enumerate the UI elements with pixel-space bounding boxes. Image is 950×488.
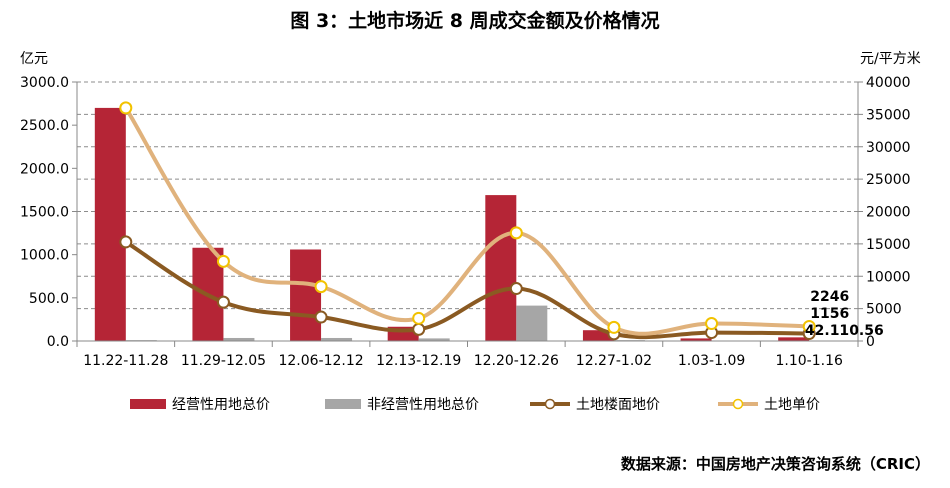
data-label: 1156	[810, 306, 849, 322]
legend-floor-price: 土地楼面地价	[530, 394, 660, 414]
y-right-tick-label: 35000	[866, 107, 911, 123]
y-right-unit: 元/平方米	[860, 51, 921, 67]
bars	[94, 107, 841, 342]
data-label: 2246	[810, 289, 849, 305]
y-right-tick-label: 20000	[866, 205, 911, 221]
point-unit-price	[705, 317, 719, 331]
source-note: 数据来源：中国房地产决策咨询系统（CRIC）	[620, 455, 930, 473]
y-left-tick-label: 2000.0	[20, 161, 69, 177]
bar-non-operating	[223, 337, 255, 341]
point-unit-price	[119, 101, 133, 115]
bar-operating	[290, 249, 322, 341]
point-unit-price	[412, 311, 426, 325]
x-axis: 11.22-11.28 11.29-12.05 12.06-12.12 12.13-1…	[76, 340, 859, 369]
point-floor-price	[216, 295, 230, 309]
bar-non-operating	[516, 305, 548, 341]
y-left-tick-label: 3000.0	[20, 75, 69, 91]
legend-swatch-floor-price	[530, 398, 570, 410]
y-right-tick-label: 10000	[866, 269, 911, 285]
bar-operating	[94, 107, 126, 342]
x-tick-label: 12.27-1.02	[576, 353, 652, 369]
bar-operating	[778, 337, 810, 341]
legend-operating: 经营性用地总价	[130, 394, 270, 414]
y-right-tick-label: 15000	[866, 237, 911, 253]
x-tick-label: 12.06-12.12	[278, 353, 363, 369]
x-tick-label: 11.29-12.05	[181, 353, 266, 369]
y-left-tick-label: 0.0	[47, 334, 69, 350]
data-label: 0.56	[849, 323, 884, 339]
y-right-tick-label: 5000	[866, 302, 902, 318]
chart-canvas: 0.0 500.0 1000.0 1500.0 2000.0 2500.0 3000.0 0…	[20, 75, 911, 369]
legend-label-unit-price: 土地单价	[764, 397, 820, 413]
y-left-tick-label: 2500.0	[20, 118, 69, 134]
lines	[119, 101, 816, 341]
x-tick-label: 1.10-1.16	[775, 353, 842, 369]
line-floor-price	[123, 239, 812, 340]
legend-swatch-non-operating	[325, 399, 361, 409]
x-tick-label: 11.22-11.28	[83, 353, 168, 369]
y-right-tick-label: 40000	[866, 75, 911, 91]
point-floor-price	[314, 310, 328, 324]
legend-label-floor-price: 土地楼面地价	[576, 397, 660, 413]
legend-swatch-unit-price	[718, 398, 758, 410]
point-floor-price	[509, 282, 523, 296]
y-left-tick-label: 500.0	[29, 291, 69, 307]
point-floor-price	[412, 322, 426, 336]
x-tick-label: 12.20-12.26	[474, 353, 559, 369]
point-unit-price	[314, 280, 328, 294]
point-unit-price	[607, 320, 621, 334]
bar-operating	[485, 195, 517, 341]
y-left-tick-label: 1000.0	[20, 248, 69, 264]
y-right-tick-label: 30000	[866, 140, 911, 156]
y-right-axis: 0 5000 10000 15000 20000 25000 30000 35000 40000	[857, 75, 911, 350]
y-left-tick-label: 1500.0	[20, 205, 69, 221]
chart-title: 图 3：土地市场近 8 周成交金额及价格情况	[290, 10, 660, 32]
legend-non-operating: 非经营性用地总价	[325, 394, 479, 414]
point-unit-price	[802, 319, 816, 333]
legend-label-operating: 经营性用地总价	[172, 397, 270, 413]
bar-operating	[680, 338, 712, 341]
point-unit-price	[509, 226, 523, 240]
legend-unit-price: 土地单价	[718, 394, 820, 414]
x-tick-label: 1.03-1.09	[678, 353, 745, 369]
bar-non-operating	[418, 338, 450, 341]
y-left-axis: 0.0 500.0 1000.0 1500.0 2000.0 2500.0 3000.0	[20, 75, 78, 350]
legend-swatch-operating	[130, 399, 166, 409]
x-tick-label: 12.13-12.19	[376, 353, 461, 369]
y-left-unit: 亿元	[20, 51, 48, 67]
y-right-tick-label: 25000	[866, 172, 911, 188]
bar-non-operating	[321, 337, 353, 341]
point-floor-price	[119, 235, 133, 249]
bar-operating	[582, 330, 614, 341]
point-unit-price	[216, 254, 230, 268]
data-label: 42.11	[805, 323, 849, 339]
y-right-tick-label: 0	[866, 334, 875, 350]
legend-label-non-operating: 非经营性用地总价	[367, 397, 479, 413]
